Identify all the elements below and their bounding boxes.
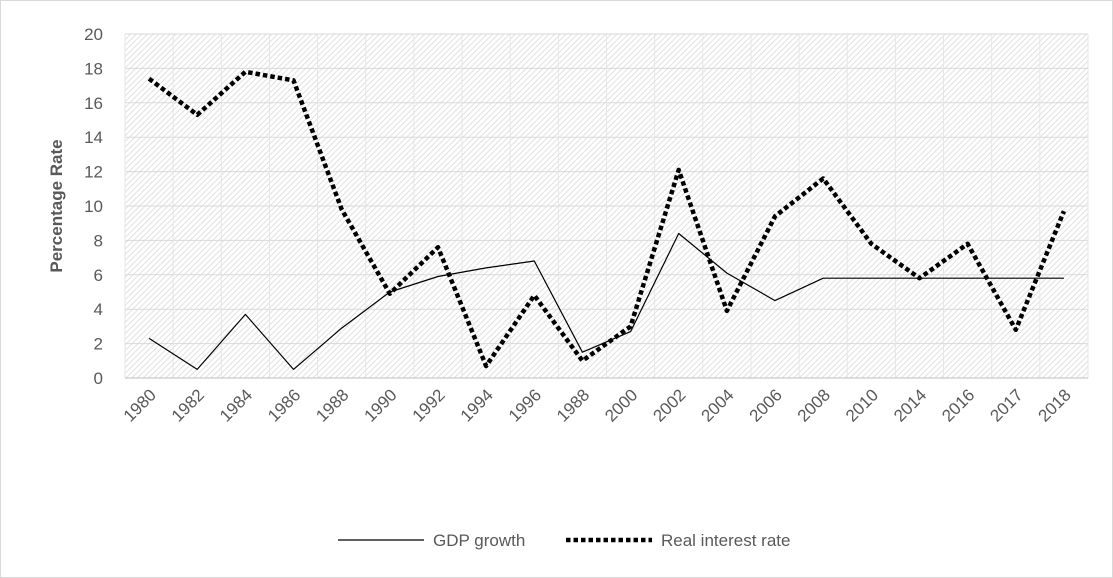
series-line-gdp-growth — [148, 232, 1064, 370]
legend-label: GDP growth — [433, 531, 525, 550]
y-tick-label: 20 — [84, 25, 103, 44]
legend: GDP growth Real interest rate — [338, 531, 790, 550]
y-tick-label: 2 — [94, 335, 103, 354]
y-tick-label: 14 — [84, 128, 103, 147]
y-axis-ticks: 0 2 4 6 8 10 12 14 16 18 20 — [84, 25, 103, 388]
y-tick-label: 12 — [84, 163, 103, 182]
y-tick-label: 0 — [94, 369, 103, 388]
y-tick-label: 18 — [84, 59, 103, 78]
y-tick-label: 8 — [94, 231, 103, 250]
y-axis-title: Percentage Rate — [47, 139, 66, 272]
series-lines — [147, 69, 1066, 370]
y-tick-label: 10 — [84, 197, 103, 216]
y-tick-label: 4 — [94, 300, 103, 319]
y-tick-label: 16 — [84, 94, 103, 113]
y-tick-label: 6 — [94, 266, 103, 285]
gridlines — [124, 33, 1089, 378]
series-line-real-interest-rate — [147, 69, 1066, 369]
legend-label: Real interest rate — [661, 531, 790, 550]
